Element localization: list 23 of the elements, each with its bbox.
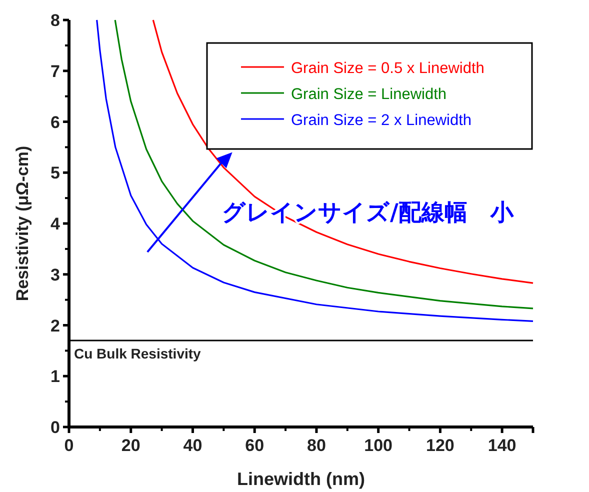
ref-line-label: Cu Bulk Resistivity <box>74 346 202 362</box>
y-axis-title: Resistivity (μΩ-cm) <box>13 146 32 302</box>
x-tick-label: 0 <box>64 436 74 455</box>
y-tick-label: 6 <box>50 112 60 132</box>
legend-label: Grain Size = 2 x Linewidth <box>291 112 472 129</box>
y-tick-label: 0 <box>50 418 60 437</box>
y-tick-label: 4 <box>50 214 61 234</box>
y-tick-label: 5 <box>50 164 60 183</box>
y-tick-label: 3 <box>50 265 60 284</box>
legend-label: Grain Size = Linewidth <box>291 86 447 103</box>
x-tick-label: 60 <box>245 436 264 455</box>
x-tick-label: 80 <box>307 436 326 455</box>
y-tick-label: 1 <box>50 367 60 386</box>
x-tick-label: 40 <box>183 436 202 455</box>
x-tick-label: 100 <box>364 436 393 455</box>
x-tick-label: 140 <box>488 436 516 455</box>
y-tick-label: 7 <box>50 62 60 81</box>
y-tick-label: 2 <box>50 316 60 336</box>
x-tick-label: 20 <box>121 436 140 455</box>
x-axis-title: Linewidth (nm) <box>237 469 365 489</box>
y-tick-label: 8 <box>50 11 60 30</box>
legend-label: Grain Size = 0.5 x Linewidth <box>291 60 484 77</box>
x-tick-label: 120 <box>426 436 454 455</box>
